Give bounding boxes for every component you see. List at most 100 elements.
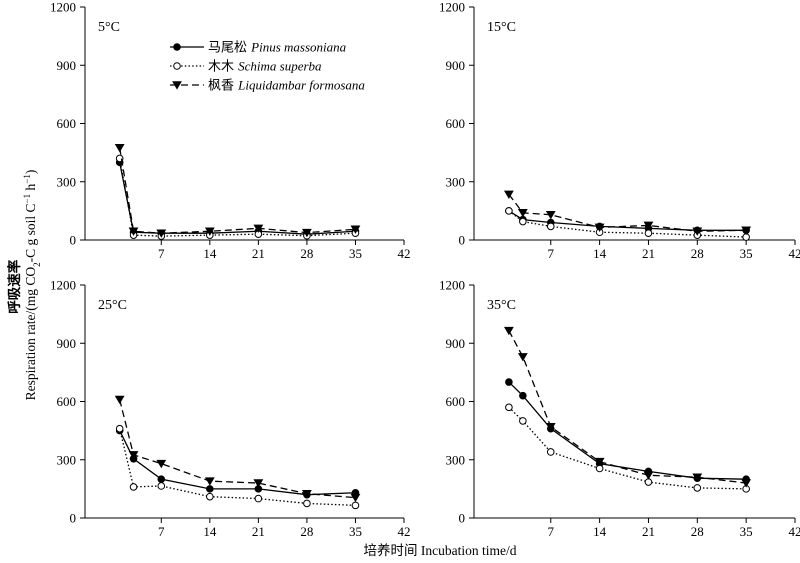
data-point <box>128 227 139 236</box>
data-point <box>204 477 215 486</box>
x-tick-label: 42 <box>789 524 800 539</box>
y-tick-label: 0 <box>70 511 77 526</box>
data-point <box>129 483 138 491</box>
x-tick-label: 42 <box>789 246 800 261</box>
data-point <box>114 395 125 405</box>
panel-label: 35°C <box>487 298 516 313</box>
series-0 <box>505 207 750 235</box>
y-axis-title: 呼吸速率 Respiration rate/(mg CO2-C g soil C… <box>6 170 42 401</box>
data-point <box>302 489 312 499</box>
x-axis-title: 培养时间 Incubation time/d <box>364 543 517 558</box>
y-tick-label: 600 <box>446 116 466 131</box>
y-tick-label: 900 <box>57 58 77 73</box>
series-line <box>508 193 747 232</box>
data-point <box>545 422 556 432</box>
x-tick-label: 35 <box>349 246 362 261</box>
y-tick-label: 600 <box>446 394 466 409</box>
legend: 马尾松 Pinus massoniana 木木 Schima superba 枫香 … <box>170 40 365 94</box>
x-tick-label: 14 <box>203 246 217 261</box>
x-tick-label: 42 <box>398 246 411 261</box>
data-point <box>253 479 264 488</box>
y-tick-label: 0 <box>70 233 77 248</box>
y-tick-label: 300 <box>57 452 77 467</box>
x-tick-label: 21 <box>252 524 265 539</box>
data-point <box>517 353 528 362</box>
y-tick-label: 300 <box>446 452 466 467</box>
legend-item: 木木 Schima superba <box>170 59 322 75</box>
series-line <box>508 381 747 480</box>
y-tick-label: 300 <box>57 174 77 189</box>
x-tick-label: 21 <box>642 524 655 539</box>
x-tick-label: 35 <box>740 524 753 539</box>
data-point <box>643 471 654 480</box>
y-axis-title-cn: 呼吸速率 <box>6 259 23 313</box>
series-0 <box>505 378 750 483</box>
data-point <box>594 457 605 467</box>
data-point <box>519 391 527 400</box>
data-point <box>741 226 752 235</box>
data-point <box>503 190 514 199</box>
data-point <box>157 475 166 483</box>
data-point <box>643 221 654 231</box>
data-point <box>114 144 125 153</box>
x-tick-label: 28 <box>300 246 313 261</box>
data-point <box>206 485 214 493</box>
y-tick-label: 900 <box>446 58 466 73</box>
x-tick-label: 28 <box>300 524 313 539</box>
data-point <box>351 501 360 510</box>
chart-panel: 0 300 600 900 1200 7 14 21 28 35 42 35°C <box>439 278 800 540</box>
series-1 <box>505 403 750 493</box>
series-line <box>119 399 356 499</box>
legend-marker <box>173 62 181 70</box>
data-point <box>303 499 311 508</box>
series-line <box>119 430 356 496</box>
y-axis-title-en: Respiration rate/(mg CO2-C g soil C−1 h−… <box>22 170 42 401</box>
data-point <box>350 225 361 234</box>
data-point <box>517 209 528 218</box>
legend-label: 木木 Schima superba <box>208 59 322 75</box>
y-tick-label: 1200 <box>439 0 465 15</box>
x-tick-label: 21 <box>252 246 265 261</box>
y-tick-label: 1200 <box>50 278 76 293</box>
data-point <box>204 227 215 236</box>
y-tick-label: 300 <box>446 174 466 189</box>
x-tick-label: 35 <box>349 524 362 539</box>
data-point <box>115 424 124 433</box>
series-0 <box>115 158 360 238</box>
y-tick-label: 600 <box>57 116 77 131</box>
x-tick-label: 7 <box>548 524 555 539</box>
data-point <box>519 417 527 425</box>
data-point <box>644 229 653 238</box>
series-2 <box>503 190 752 236</box>
data-point <box>693 484 702 492</box>
data-point <box>519 217 527 226</box>
data-point <box>545 210 556 220</box>
y-tick-label: 0 <box>459 233 466 248</box>
series-line <box>119 162 356 235</box>
data-point <box>692 473 703 482</box>
legend-item: 枫香 Liquidambar formosana <box>170 78 365 94</box>
x-tick-label: 7 <box>158 246 165 261</box>
y-tick-label: 1200 <box>50 0 76 15</box>
x-tick-label: 7 <box>548 246 555 261</box>
x-tick-label: 28 <box>691 524 704 539</box>
data-point <box>128 451 139 460</box>
data-point <box>505 207 513 215</box>
x-tick-label: 42 <box>398 524 411 539</box>
y-tick-label: 0 <box>459 511 466 526</box>
series-line <box>508 406 747 490</box>
data-point <box>503 326 514 336</box>
series-line <box>119 158 356 237</box>
series-1 <box>505 207 750 241</box>
y-tick-label: 1200 <box>439 278 465 293</box>
data-point <box>594 223 605 232</box>
x-tick-label: 7 <box>158 524 165 539</box>
series-0 <box>115 426 360 499</box>
y-tick-label: 900 <box>57 336 77 351</box>
data-point <box>546 448 555 456</box>
data-point <box>741 479 752 488</box>
series-line <box>119 147 356 234</box>
x-tick-label: 21 <box>642 246 655 261</box>
y-tick-label: 600 <box>57 394 77 409</box>
